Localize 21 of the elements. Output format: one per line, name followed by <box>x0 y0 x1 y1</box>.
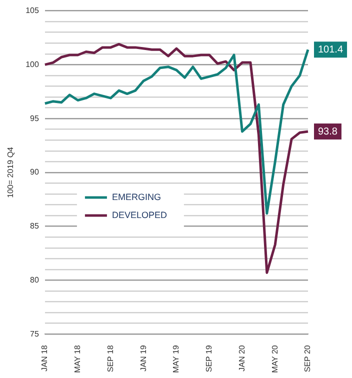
data-label: 101.4 <box>318 44 344 56</box>
legend-label: DEVELOPED <box>112 210 168 220</box>
y-tick-label: 100 <box>26 60 40 69</box>
x-tick-label: SEP 20 <box>303 344 312 372</box>
y-tick-label: 75 <box>30 329 40 338</box>
y-tick-label: 95 <box>30 114 40 123</box>
x-tick-label: SEP 19 <box>204 344 214 372</box>
x-tick-label: MAY 18 <box>73 344 82 373</box>
y-axis-title: 100= 2019 Q4 <box>6 146 16 198</box>
x-tick-label: JAN 19 <box>138 344 148 372</box>
x-tick-label: MAY 20 <box>270 344 280 373</box>
y-tick-label: 90 <box>30 168 40 177</box>
legend-label: EMERGING <box>112 192 161 202</box>
x-tick-label: MAY 19 <box>172 344 181 373</box>
x-tick-label: JAN 20 <box>237 344 246 372</box>
x-tick-label: SEP 18 <box>106 344 115 372</box>
data-label: 93.8 <box>318 126 338 138</box>
y-tick-label: 85 <box>30 222 40 231</box>
y-tick-label: 105 <box>26 6 40 16</box>
x-tick-label: JAN 18 <box>40 344 50 372</box>
y-tick-label: 80 <box>30 275 40 284</box>
